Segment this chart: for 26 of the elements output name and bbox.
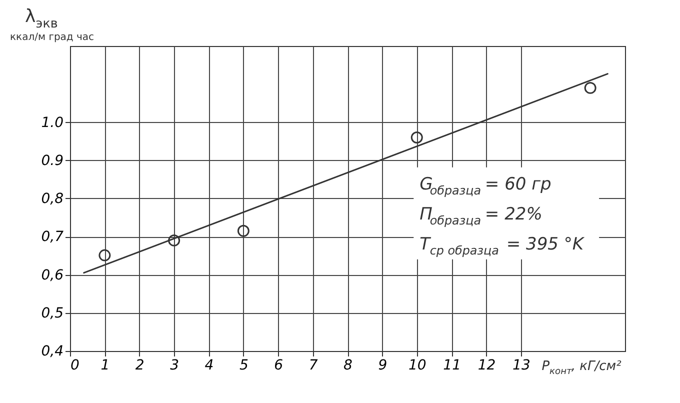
point [168,234,180,246]
x-tick-label: 7 [308,358,318,374]
x-tick-label: 2 [135,358,144,374]
point [237,224,250,237]
y-tick-label: 0,5 [41,305,64,322]
x-tick-label: 4 [204,358,214,374]
y-tick-label: 0.9 [41,152,64,169]
x-tick-label: 12 [478,358,496,374]
point [410,132,423,144]
x-tick-label: 8 [344,358,353,374]
x-tick-label: 13 [512,358,530,374]
x-tick-label: 3 [170,358,180,374]
y-tick-label: 0,8 [41,191,64,207]
x-tick-label: 11 [443,358,461,374]
x-tick-label: 9 [378,358,388,374]
y-tick-label: 0,6 [41,267,64,284]
x-tick-label: 1 [100,358,110,374]
x-tick-label: 0 [70,358,80,374]
y-tick-label: 1.0 [41,114,64,131]
point [98,249,111,262]
point [584,82,596,94]
x-tick-label: 5 [239,358,248,374]
y-tick-label: 0,4 [41,344,64,360]
x-tick-label: 6 [274,358,284,374]
y-tick-label: 0,7 [41,229,64,246]
x-tick-label: 10 [408,358,426,374]
